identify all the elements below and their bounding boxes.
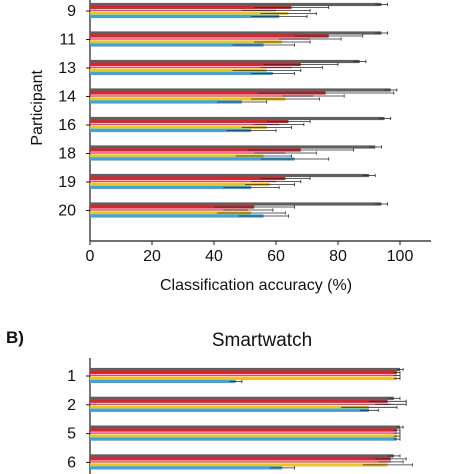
x-tick-label: 40: [205, 248, 223, 265]
bar-series-3: [90, 403, 391, 405]
bar-series-1: [90, 59, 360, 64]
bar-series-3: [90, 152, 286, 154]
bar-series-1: [90, 425, 400, 429]
bar-series-2: [90, 370, 397, 375]
x-tick-label: 60: [267, 248, 285, 265]
bar-series-4: [90, 211, 252, 215]
bar-series-4: [90, 125, 267, 130]
bar-series-3: [90, 9, 276, 12]
bar-series-5: [90, 71, 273, 76]
category-row: 19: [58, 173, 376, 191]
category-row: 20: [58, 202, 389, 220]
bar-series-2: [90, 34, 329, 38]
bar-series-4: [90, 463, 388, 467]
bar-series-4: [90, 11, 289, 16]
bar-series-5: [90, 157, 295, 161]
category-label: 18: [58, 146, 76, 163]
category-row: 11: [59, 31, 389, 49]
category-label: 6: [67, 454, 76, 471]
bar-series-1: [90, 2, 382, 7]
bar-series-4: [90, 97, 286, 101]
category-label: 19: [58, 174, 76, 191]
bar-series-4: [90, 154, 264, 158]
bar-series-3: [90, 209, 249, 211]
x-tick-label: 20: [143, 248, 161, 265]
bar-series-1: [90, 145, 376, 149]
x-tick-label: 100: [387, 248, 414, 265]
category-row: 2: [67, 396, 407, 414]
category-row: 6: [67, 454, 413, 471]
category-label: 2: [67, 397, 76, 414]
bar-series-2: [90, 5, 292, 10]
bar-series-5: [90, 379, 236, 384]
bar-series-2: [90, 205, 255, 209]
bar-series-1: [90, 88, 391, 92]
category-label: 13: [58, 60, 76, 77]
x-tick-label: 0: [86, 248, 95, 265]
category-label: 11: [59, 32, 76, 49]
bar-series-1: [90, 454, 394, 458]
bar-series-2: [90, 62, 301, 67]
bar-series-4: [90, 376, 397, 381]
bar-series-3: [90, 180, 276, 183]
bar-series-1: [90, 116, 385, 121]
bar-series-5: [90, 128, 252, 133]
category-label: 20: [58, 203, 76, 220]
bar-series-3: [90, 461, 391, 463]
bar-series-5: [90, 43, 264, 47]
bar-series-5: [90, 437, 397, 441]
bar-series-1: [90, 396, 394, 400]
x-tick-label: 80: [329, 248, 347, 265]
bar-series-3: [90, 123, 280, 126]
bar-series-5: [90, 408, 369, 412]
category-label: 9: [67, 3, 76, 20]
bar-series-3: [90, 95, 314, 97]
bar-series-2: [90, 176, 286, 181]
bar-series-1: [90, 173, 369, 178]
bar-series-2: [90, 428, 397, 432]
bar-series-4: [90, 405, 369, 409]
bar-series-4: [90, 68, 267, 73]
bar-series-3: [90, 374, 397, 377]
category-label: 5: [67, 426, 76, 443]
category-row: 14: [58, 88, 398, 106]
category-row: 1: [67, 367, 404, 385]
category-row: 18: [58, 145, 382, 163]
category-row: 9: [67, 2, 389, 20]
bar-series-5: [90, 466, 283, 470]
bar-series-1: [90, 202, 382, 206]
bar-series-2: [90, 119, 289, 124]
category-label: 14: [58, 89, 76, 106]
bar-series-2: [90, 91, 326, 95]
y-axis-label: Participant: [29, 69, 46, 145]
panel-a-participants: Participant Classification accuracy (%) …: [29, 0, 431, 294]
bar-series-4: [90, 182, 270, 187]
panel-b-label: B): [6, 328, 24, 347]
bar-series-5: [90, 214, 264, 218]
x-axis-label: Classification accuracy (%): [160, 277, 352, 294]
bar-series-1: [90, 367, 400, 372]
category-label: 16: [58, 117, 76, 134]
bar-series-3: [90, 38, 311, 40]
bar-series-2: [90, 399, 388, 403]
bar-series-5: [90, 14, 280, 19]
panel-b-smartwatch: B) Smartwatch 1 2 5 6: [6, 328, 413, 474]
category-label: 1: [67, 368, 76, 385]
bar-series-5: [90, 185, 252, 190]
bar-series-2: [90, 457, 391, 461]
bar-series-1: [90, 31, 382, 35]
bar-series-4: [90, 40, 283, 44]
bar-series-5: [90, 100, 242, 104]
category-row: 5: [67, 425, 404, 443]
bar-series-3: [90, 432, 397, 434]
category-row: 16: [58, 116, 392, 134]
smartwatch-title: Smartwatch: [212, 330, 312, 351]
bar-series-3: [90, 66, 292, 69]
bar-series-4: [90, 434, 397, 438]
category-row: 13: [58, 59, 367, 77]
bar-series-2: [90, 148, 301, 152]
